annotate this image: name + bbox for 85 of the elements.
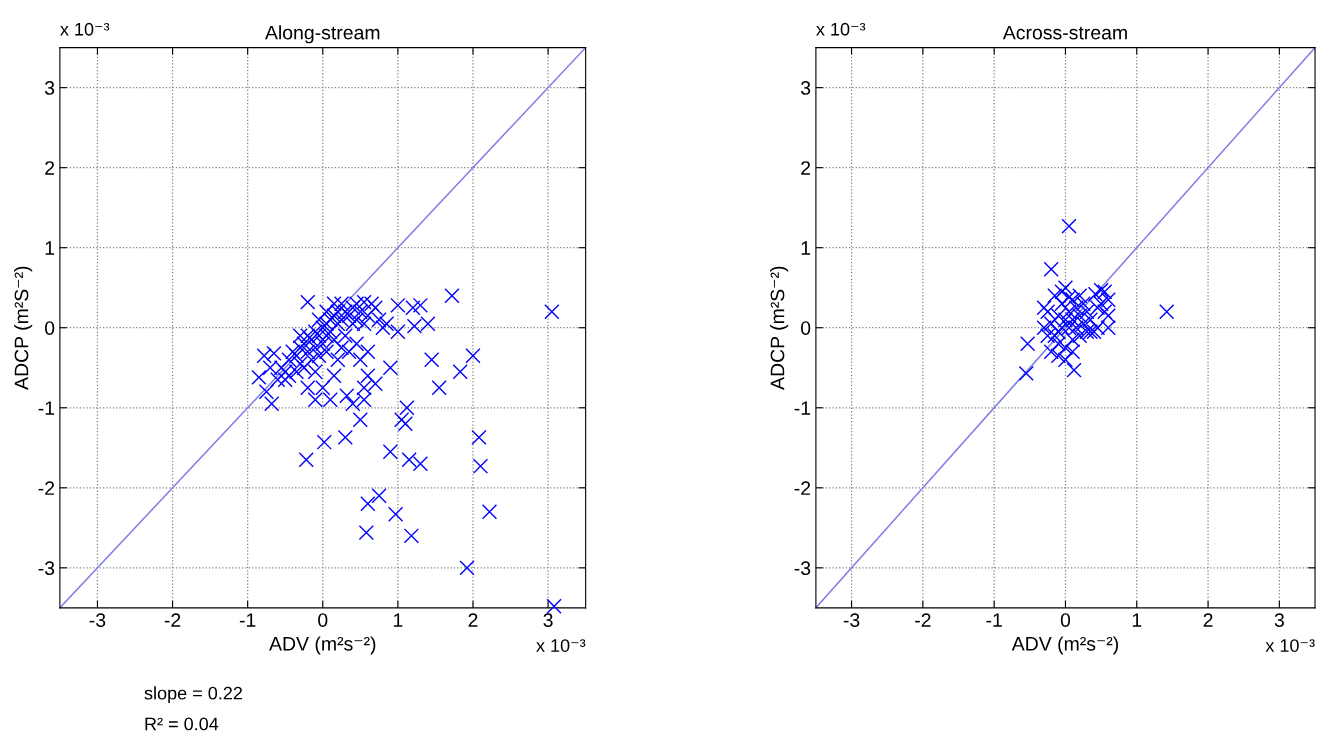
text: x 10⁻³ bbox=[1265, 639, 1315, 652]
point bbox=[1054, 296, 1070, 312]
point bbox=[1082, 312, 1099, 328]
x-axis-title: ADV (m²s⁻²) bbox=[1011, 636, 1118, 655]
point bbox=[1066, 362, 1082, 378]
point bbox=[1040, 328, 1056, 344]
y-tick-label: -2 bbox=[794, 481, 811, 495]
y-tick-label: 3 bbox=[800, 81, 811, 95]
point bbox=[1043, 344, 1059, 360]
y-tick-label: -1 bbox=[38, 401, 55, 415]
point bbox=[1020, 336, 1036, 352]
x-tick-label: -1 bbox=[986, 613, 1002, 627]
y-tick-label: 1 bbox=[45, 241, 55, 255]
point bbox=[1079, 304, 1095, 320]
point bbox=[1050, 336, 1066, 352]
point bbox=[1018, 365, 1034, 381]
point bbox=[1100, 292, 1116, 308]
x-tick-label: 1 bbox=[393, 613, 403, 627]
x-tick-label: 2 bbox=[468, 613, 478, 627]
point bbox=[1068, 300, 1084, 316]
y-tick-label: 1 bbox=[801, 241, 811, 255]
point bbox=[1159, 304, 1175, 320]
point bbox=[1097, 284, 1113, 300]
point bbox=[1082, 324, 1099, 340]
point bbox=[1079, 324, 1095, 340]
text: x 10⁻³ bbox=[60, 22, 110, 36]
y-axis-title: ADCP (m²S⁻²) bbox=[14, 266, 33, 390]
y-tick-label: -3 bbox=[794, 561, 811, 576]
point bbox=[1072, 308, 1088, 324]
text: x 10⁻³ bbox=[536, 639, 586, 652]
point bbox=[1086, 324, 1102, 340]
point bbox=[1050, 308, 1066, 324]
point bbox=[1040, 304, 1056, 320]
point bbox=[1054, 284, 1070, 300]
x-tick-label: 3 bbox=[543, 613, 553, 627]
y-tick-label: -1 bbox=[794, 401, 811, 415]
point bbox=[1057, 280, 1074, 296]
y-tick-label: 3 bbox=[44, 81, 55, 95]
y-tick-label: -2 bbox=[38, 481, 55, 495]
x-tick-label: -1 bbox=[239, 613, 256, 627]
x-tick-label: 2 bbox=[1203, 613, 1213, 627]
point bbox=[1043, 316, 1059, 332]
y-tick-label: -3 bbox=[38, 561, 55, 576]
point bbox=[1050, 348, 1066, 364]
point bbox=[1036, 320, 1052, 336]
point bbox=[1050, 324, 1066, 340]
x-tick-label: 0 bbox=[1060, 613, 1071, 627]
x-tick-label: 1 bbox=[1132, 613, 1142, 627]
point bbox=[1100, 308, 1116, 324]
x-tick-label: 0 bbox=[318, 613, 328, 627]
point bbox=[1061, 218, 1077, 234]
point bbox=[1061, 320, 1077, 336]
y-tick-label: 2 bbox=[801, 161, 811, 175]
y-tick-label: 0 bbox=[44, 321, 55, 335]
point bbox=[1043, 261, 1059, 277]
text: R² = 0.04 bbox=[145, 717, 219, 731]
point bbox=[1047, 328, 1063, 344]
chart-title: Along-stream bbox=[264, 25, 380, 44]
point bbox=[1036, 300, 1052, 316]
y-tick-label: 0 bbox=[800, 321, 811, 335]
point bbox=[1093, 296, 1109, 312]
x-tick-label: -2 bbox=[164, 613, 181, 627]
point bbox=[1057, 352, 1074, 368]
point bbox=[1075, 316, 1091, 332]
point bbox=[1072, 328, 1088, 344]
y-axis-title: ADCP (m²S⁻²) bbox=[770, 266, 789, 390]
text: x 10⁻³ bbox=[816, 22, 866, 36]
point bbox=[1075, 296, 1091, 312]
point bbox=[1097, 304, 1113, 320]
chart-title: Across-stream bbox=[1002, 25, 1127, 40]
x-tick-label: -3 bbox=[89, 613, 106, 627]
x-axis-title: ADV (m²s⁻²) bbox=[269, 636, 376, 655]
point bbox=[1064, 332, 1081, 348]
y-tick-label: 2 bbox=[45, 161, 55, 175]
point bbox=[1064, 344, 1081, 360]
point bbox=[1089, 300, 1106, 316]
point bbox=[1057, 340, 1074, 356]
point bbox=[1093, 282, 1109, 298]
point bbox=[1061, 304, 1077, 320]
point bbox=[1064, 312, 1081, 328]
x-tick-label: -3 bbox=[843, 613, 860, 627]
x-tick-label: -2 bbox=[915, 613, 931, 627]
point bbox=[1057, 312, 1074, 328]
x-tick-label: 3 bbox=[1274, 613, 1284, 627]
text: slope = 0.22 bbox=[144, 686, 242, 704]
